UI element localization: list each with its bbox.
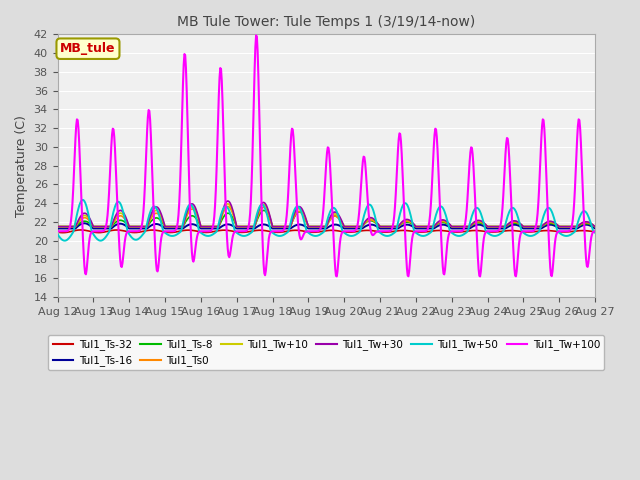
- Legend: Tul1_Ts-32, Tul1_Ts-16, Tul1_Ts-8, Tul1_Ts0, Tul1_Tw+10, Tul1_Tw+30, Tul1_Tw+50,: Tul1_Ts-32, Tul1_Ts-16, Tul1_Ts-8, Tul1_…: [49, 335, 604, 371]
- Title: MB Tule Tower: Tule Temps 1 (3/19/14-now): MB Tule Tower: Tule Temps 1 (3/19/14-now…: [177, 15, 476, 29]
- Y-axis label: Temperature (C): Temperature (C): [15, 115, 28, 216]
- Text: MB_tule: MB_tule: [60, 42, 116, 55]
